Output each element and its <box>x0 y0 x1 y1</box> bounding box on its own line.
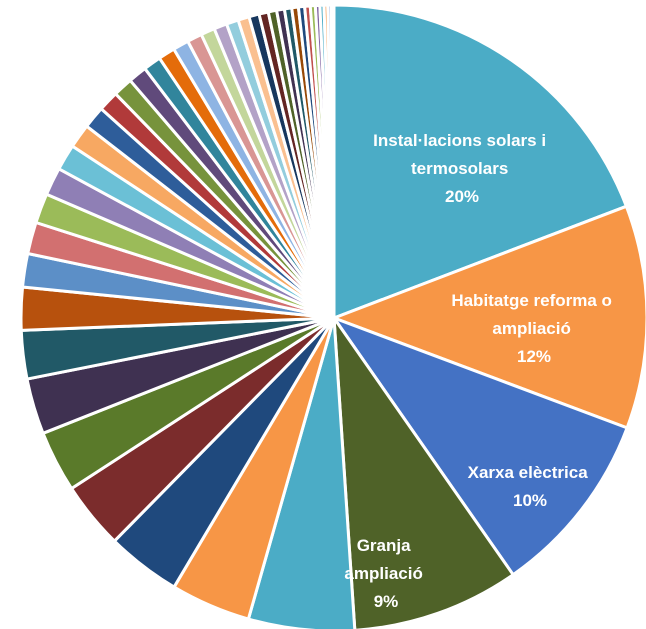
pie-slices <box>19 3 646 629</box>
pie-slice-44 <box>329 3 336 320</box>
slice-label-habitatge-reforma: Habitatge reforma o ampliació 12% <box>451 291 616 366</box>
pie-slice-1 <box>332 3 628 320</box>
pie-labels: Instal·lacions solars i termosolars 20% … <box>344 131 616 611</box>
pie-slice-2 <box>332 204 646 430</box>
slice-label-granja-ampliacio: Granja ampliació 9% <box>344 536 427 611</box>
pie-slice-4 <box>332 316 515 629</box>
slice-label-xarxa-electrica: Xarxa elèctrica 10% <box>468 463 593 510</box>
pie-slice-3 <box>332 316 629 577</box>
slice-label-installacions-solars: Instal·lacions solars i termosolars 20% <box>373 131 551 206</box>
